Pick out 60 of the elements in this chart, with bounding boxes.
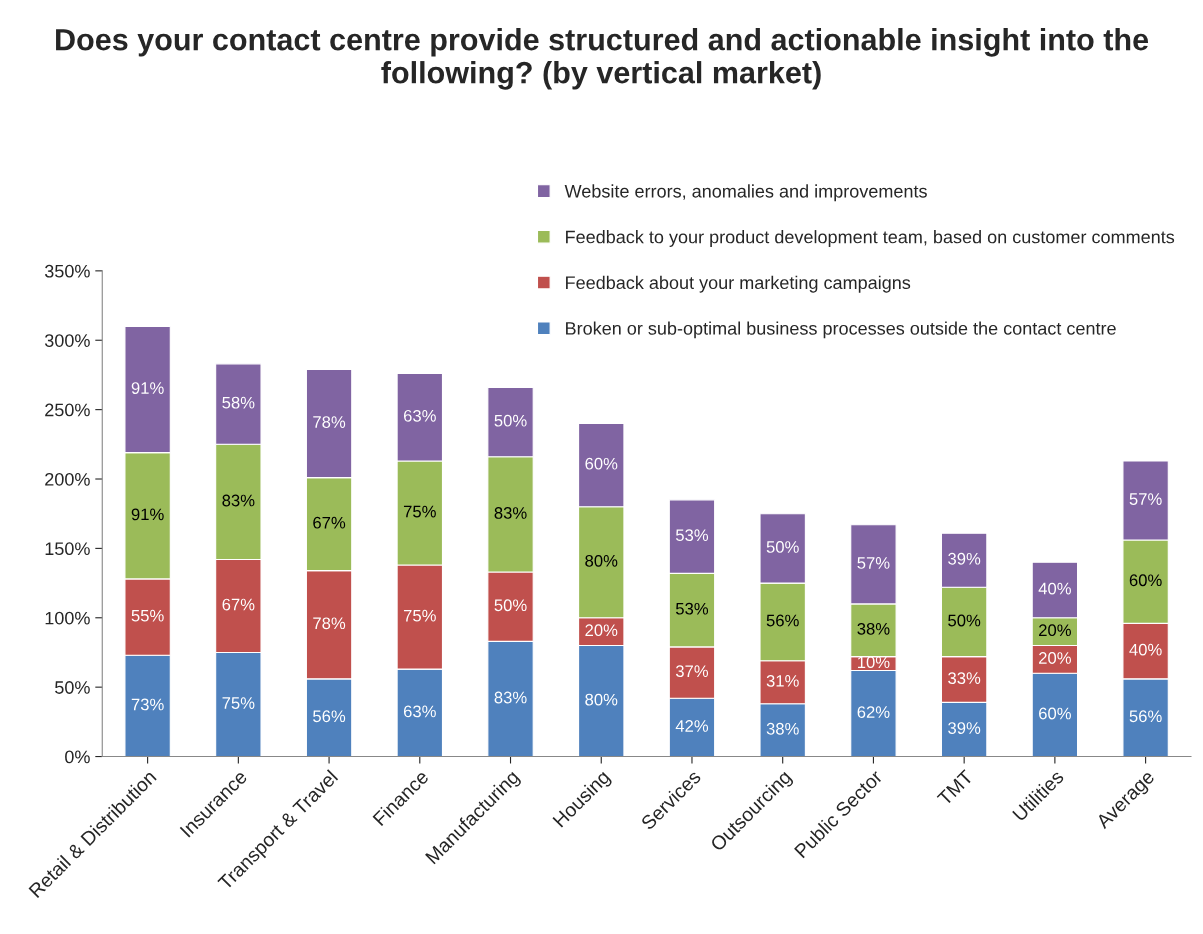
data-label: 50%: [948, 614, 981, 627]
data-label: 42%: [675, 720, 709, 732]
data-label: 62%: [857, 706, 890, 718]
data-label: 20%: [1039, 624, 1071, 637]
data-label: 78%: [313, 416, 346, 428]
data-label: 20%: [1039, 652, 1071, 664]
data-label: 67%: [222, 598, 255, 611]
data-label: 56%: [766, 614, 799, 627]
data-label: 20%: [585, 624, 618, 637]
data-label: 57%: [857, 557, 890, 569]
data-label: 67%: [313, 516, 346, 529]
y-tick-label: 0%: [65, 750, 90, 764]
data-label: 63%: [403, 409, 436, 422]
data-label: 91%: [131, 508, 164, 521]
data-label: 53%: [675, 602, 709, 615]
data-label: 80%: [585, 554, 618, 567]
data-label: 60%: [1129, 574, 1162, 587]
data-label: 57%: [1129, 493, 1162, 505]
data-label: 39%: [948, 722, 981, 734]
y-tick-label: 150%: [45, 542, 90, 556]
chart-title: Does your contact centre provide structured and actionable insight into the following? (by vertical market): [56, 28, 1149, 90]
data-label: 40%: [1129, 643, 1162, 656]
data-label: 33%: [948, 672, 981, 684]
y-tick-label: 250%: [45, 403, 90, 417]
data-label: 50%: [494, 599, 527, 612]
data-label: 83%: [494, 507, 527, 519]
data-label: 50%: [494, 414, 527, 427]
data-label: 60%: [585, 457, 618, 470]
y-tick-label: 300%: [44, 334, 90, 347]
data-label: 75%: [403, 505, 436, 518]
data-label: 31%: [766, 674, 799, 687]
legend-label: Broken or sub-optimal business processes outside the contact centre: [566, 321, 1116, 339]
y-tick-label: 50%: [55, 681, 90, 694]
y-tick-label: 100%: [45, 611, 90, 625]
data-label: 53%: [675, 529, 709, 542]
data-label: 40%: [1038, 582, 1071, 595]
data-label: 75%: [222, 697, 255, 709]
data-label: 38%: [766, 722, 799, 735]
data-label: 50%: [766, 541, 799, 553]
data-label: 83%: [494, 691, 527, 704]
legend-label: Feedback about your marketing campaigns: [566, 275, 911, 293]
legend-label: Feedback to your product development team, based on customer comments: [566, 230, 1175, 247]
data-label: 56%: [313, 710, 346, 723]
data-label: 80%: [585, 693, 618, 706]
data-label: 73%: [131, 698, 164, 711]
y-tick-label: 350%: [44, 264, 90, 278]
data-label: 75%: [403, 609, 436, 622]
data-label: 58%: [222, 396, 255, 409]
legend-label: Website errors, anomalies and improvements: [564, 184, 927, 202]
data-label: 38%: [857, 622, 890, 635]
y-tick-label: 200%: [45, 472, 90, 486]
data-label: 39%: [948, 552, 981, 565]
data-label: 78%: [313, 617, 346, 630]
data-label: 55%: [131, 609, 164, 622]
data-label: 56%: [1129, 710, 1162, 723]
data-label: 37%: [675, 665, 709, 678]
data-label: 63%: [403, 705, 436, 718]
data-label: 60%: [1039, 707, 1071, 720]
data-label: 83%: [222, 494, 255, 507]
data-label: 91%: [131, 382, 164, 394]
